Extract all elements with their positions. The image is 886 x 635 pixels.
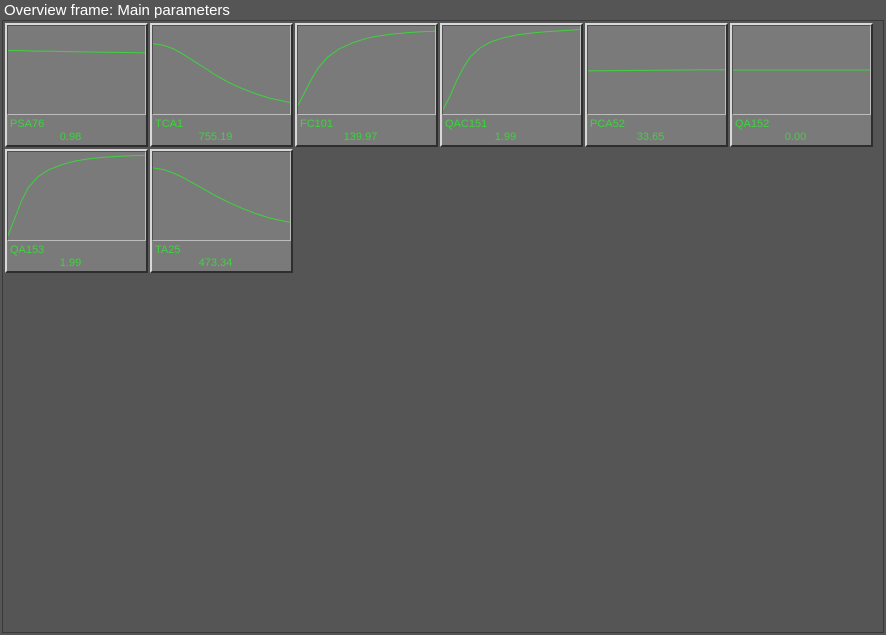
tile-footer: TCA1755.19	[152, 115, 291, 145]
trend-line	[298, 31, 435, 105]
tag-label: QAC151	[445, 118, 578, 131]
tag-label: PCA52	[590, 118, 723, 131]
chart-area	[152, 151, 291, 241]
tag-label: PSA76	[10, 118, 143, 131]
trend-line	[443, 30, 580, 110]
value-label: 0.98	[10, 131, 143, 144]
tag-label: TCA1	[155, 118, 288, 131]
value-label: 1.99	[10, 257, 143, 270]
tile-footer: QAC1511.99	[442, 115, 581, 145]
tile-footer: PSA760.98	[7, 115, 146, 145]
tile-footer: FC101139.97	[297, 115, 436, 145]
trend-line	[153, 168, 290, 223]
tag-label: TA25	[155, 244, 288, 257]
panel-area: PSA760.98TCA1755.19FC101139.97QAC1511.99…	[2, 20, 884, 633]
chart-area	[152, 25, 291, 115]
tile-footer: TA25473.34	[152, 241, 291, 271]
trend-line	[8, 155, 145, 235]
tile[interactable]: TCA1755.19	[150, 23, 293, 147]
tile[interactable]: TA25473.34	[150, 149, 293, 273]
value-label: 473.34	[155, 257, 288, 270]
chart-area	[7, 151, 146, 241]
tile-footer: PCA5233.65	[587, 115, 726, 145]
tile-footer: QA1520.00	[732, 115, 871, 145]
value-label: 0.00	[735, 131, 868, 144]
tile[interactable]: PCA5233.65	[585, 23, 728, 147]
value-label: 33.65	[590, 131, 723, 144]
tile-grid: PSA760.98TCA1755.19FC101139.97QAC1511.99…	[3, 21, 883, 275]
value-label: 139.97	[300, 131, 433, 144]
trend-line	[588, 70, 725, 71]
chart-area	[587, 25, 726, 115]
trend-line	[153, 44, 290, 103]
tile[interactable]: QA1531.99	[5, 149, 148, 273]
value-label: 755.19	[155, 131, 288, 144]
tile[interactable]: PSA760.98	[5, 23, 148, 147]
tag-label: FC101	[300, 118, 433, 131]
tile[interactable]: FC101139.97	[295, 23, 438, 147]
tile-footer: QA1531.99	[7, 241, 146, 271]
page-title: Overview frame: Main parameters	[0, 0, 234, 21]
trend-line	[8, 51, 145, 53]
chart-area	[297, 25, 436, 115]
tag-label: QA152	[735, 118, 868, 131]
overview-frame: Overview frame: Main parameters PSA760.9…	[0, 0, 886, 635]
chart-area	[442, 25, 581, 115]
chart-area	[7, 25, 146, 115]
tag-label: QA153	[10, 244, 143, 257]
value-label: 1.99	[445, 131, 578, 144]
tile[interactable]: QA1520.00	[730, 23, 873, 147]
chart-area	[732, 25, 871, 115]
tile[interactable]: QAC1511.99	[440, 23, 583, 147]
